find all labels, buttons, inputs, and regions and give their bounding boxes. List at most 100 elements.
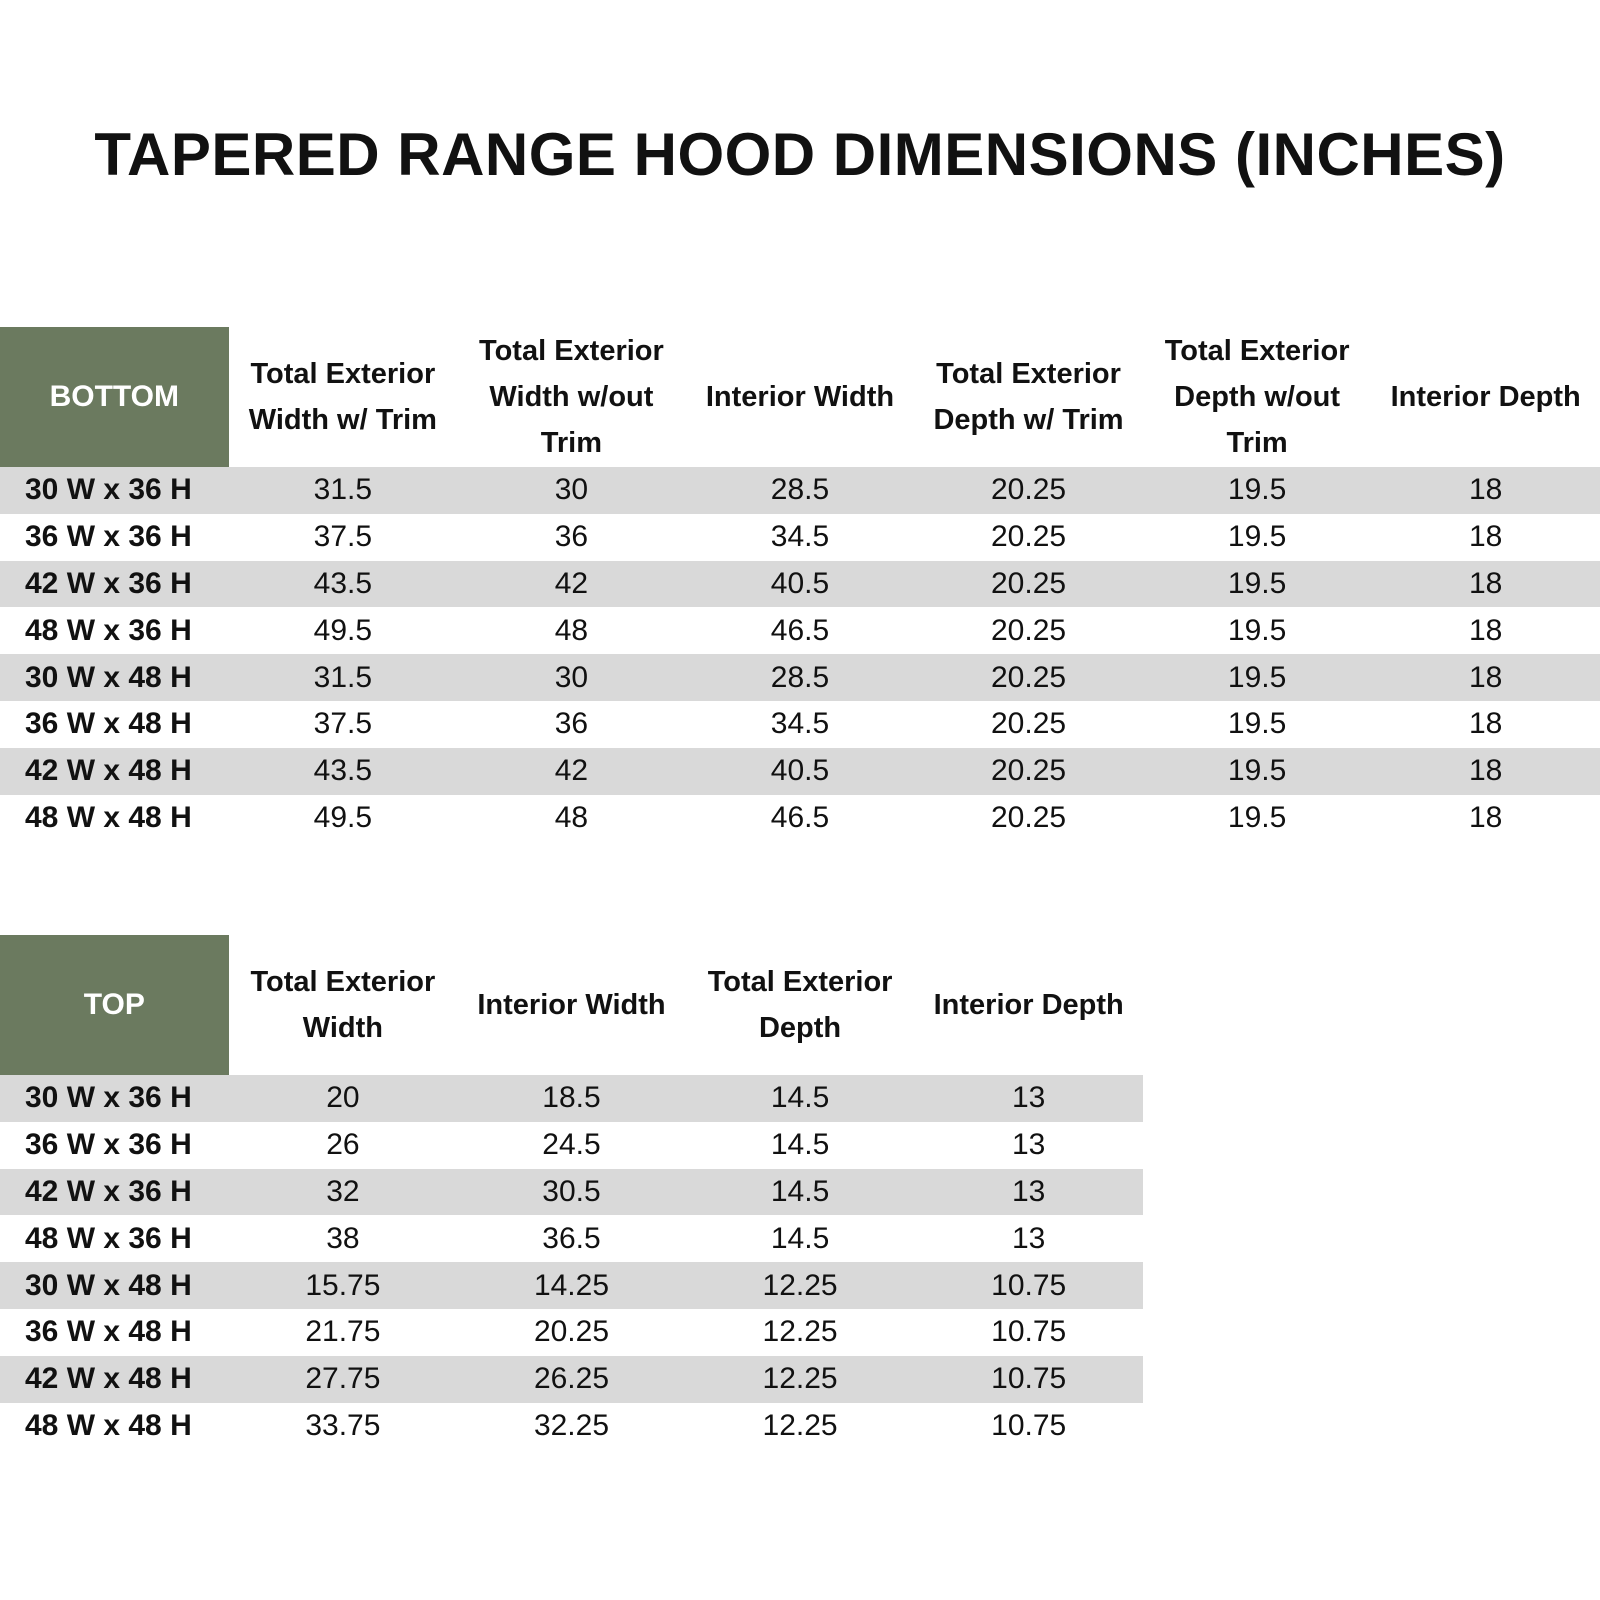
cell: 14.5 [685,1168,915,1216]
cell: 12.25 [685,1262,915,1309]
cell: 20.25 [990,613,1067,647]
table-row: 42 W x 48 H 43.5 42 40.5 20.25 19.5 18 [0,747,1600,795]
column-header: Interior Depth [1390,381,1581,413]
cell: 43.5 [228,560,458,608]
cell: 19.5 [1142,654,1372,701]
cell: 49.5 [313,613,373,647]
cell: 20.25 [914,467,1143,514]
cell: 21.75 [305,1315,381,1349]
cell: 36.5 [542,1221,601,1255]
table-row: 42 W x 36 H 43.5 42 40.5 20.25 19.5 18 [0,560,1600,608]
cell: 46.5 [770,613,830,647]
cell: 43.5 [228,747,458,795]
cell: 13 [914,1075,1143,1122]
top-table: TOP Total Exterior Width Interior Width Tot… [0,935,1143,1449]
row-label: 30 W x 36 H [0,467,229,514]
cell: 26.25 [457,1355,686,1403]
cell: 19.5 [1227,520,1287,554]
cell: 34.5 [770,520,830,554]
cell: 37.5 [313,520,373,554]
table-row: 48 W x 36 H 38 36.5 14.5 13 [0,1215,1143,1262]
cell: 20.25 [914,747,1143,795]
table-row: 36 W x 48 H 21.75 20.25 12.25 10.75 [0,1309,1143,1356]
table-row: 48 W x 36 H 49.5 48 46.5 20.25 19.5 18 [0,607,1600,654]
cell: 48 [554,800,589,834]
cell: 18 [1469,613,1503,647]
cell: 15.75 [228,1262,458,1309]
corner-header: TOP [0,935,229,1075]
cell: 18 [1371,747,1600,795]
cell: 18 [1469,520,1503,554]
row-label: 36 W x 48 H [25,1315,192,1349]
cell: 19.5 [1142,467,1372,514]
table-row: 30 W x 36 H 20 18.5 14.5 13 [0,1075,1143,1122]
table-row: 36 W x 36 H 37.5 36 34.5 20.25 19.5 18 [0,514,1600,561]
cell: 19.5 [1227,800,1287,834]
cell: 28.5 [685,654,915,701]
cell: 18 [1371,467,1600,514]
column-header: Total Exterior Width w/out Trim [479,335,664,459]
cell: 20 [228,1075,458,1122]
column-header: Total Exterior Depth [707,966,893,1044]
cell: 31.5 [228,654,458,701]
cell: 10.75 [914,1262,1143,1309]
row-label: 48 W x 36 H [25,613,192,647]
row-label: 30 W x 48 H [0,1262,229,1309]
cell: 18 [1371,654,1600,701]
bottom-table: BOTTOM Total Exterior Width w/ Trim Total … [0,327,1600,841]
column-header: Interior Width [477,989,666,1021]
table-row: 42 W x 36 H 32 30.5 14.5 13 [0,1168,1143,1216]
cell: 32 [228,1168,458,1216]
cell: 13 [1012,1221,1046,1255]
cell: 40.5 [685,560,915,608]
cell: 19.5 [1142,747,1372,795]
column-header: Interior Width [705,381,895,413]
cell: 30 [457,467,686,514]
column-header: Total Exterior Width w/ Trim [248,358,437,436]
row-label: 36 W x 36 H [25,520,192,554]
cell: 13 [1012,1128,1046,1162]
cell: 12.25 [762,1315,838,1349]
cell: 30 [457,654,686,701]
cell: 14.25 [457,1262,686,1309]
cell: 42 [457,560,686,608]
cell: 34.5 [770,707,830,741]
row-label: 48 W x 36 H [25,1221,192,1255]
cell: 19.5 [1227,613,1287,647]
cell: 20.25 [914,560,1143,608]
cell: 10.75 [991,1315,1067,1349]
header-row: BOTTOM Total Exterior Width w/ Trim Total … [0,327,1600,467]
cell: 49.5 [313,800,373,834]
row-label: 48 W x 48 H [25,1408,192,1442]
cell: 26 [326,1128,360,1162]
cell: 10.75 [991,1408,1067,1442]
cell: 14.5 [685,1075,915,1122]
row-label: 36 W x 48 H [25,707,192,741]
table-row: 36 W x 36 H 26 24.5 14.5 13 [0,1122,1143,1169]
row-label: 42 W x 36 H [0,560,229,608]
cell: 37.5 [313,707,373,741]
cell: 18 [1371,560,1600,608]
row-label: 42 W x 48 H [0,1355,229,1403]
cell: 20.25 [990,520,1067,554]
column-header: Total Exterior Width [250,966,436,1044]
cell: 36 [554,707,589,741]
column-header: Total Exterior Depth w/out Trim [1164,335,1350,459]
cell: 13 [914,1168,1143,1216]
cell: 20.25 [533,1315,610,1349]
table-row: 30 W x 36 H 31.5 30 28.5 20.25 19.5 18 [0,467,1600,514]
row-label: 48 W x 48 H [25,800,192,834]
cell: 20.25 [914,654,1143,701]
row-label: 36 W x 36 H [25,1128,192,1162]
cell: 30.5 [457,1168,686,1216]
table-row: 42 W x 48 H 27.75 26.25 12.25 10.75 [0,1355,1143,1403]
cell: 33.75 [305,1408,381,1442]
cell: 27.75 [228,1355,458,1403]
cell: 12.25 [762,1408,838,1442]
title: TAPERED RANGE HOOD DIMENSIONS (INCHES) [94,121,1506,188]
cell: 12.25 [685,1355,915,1403]
cell: 20.25 [990,800,1067,834]
cell: 48 [554,613,589,647]
cell: 31.5 [228,467,458,514]
column-header: Total Exterior Depth w/ Trim [933,358,1124,436]
